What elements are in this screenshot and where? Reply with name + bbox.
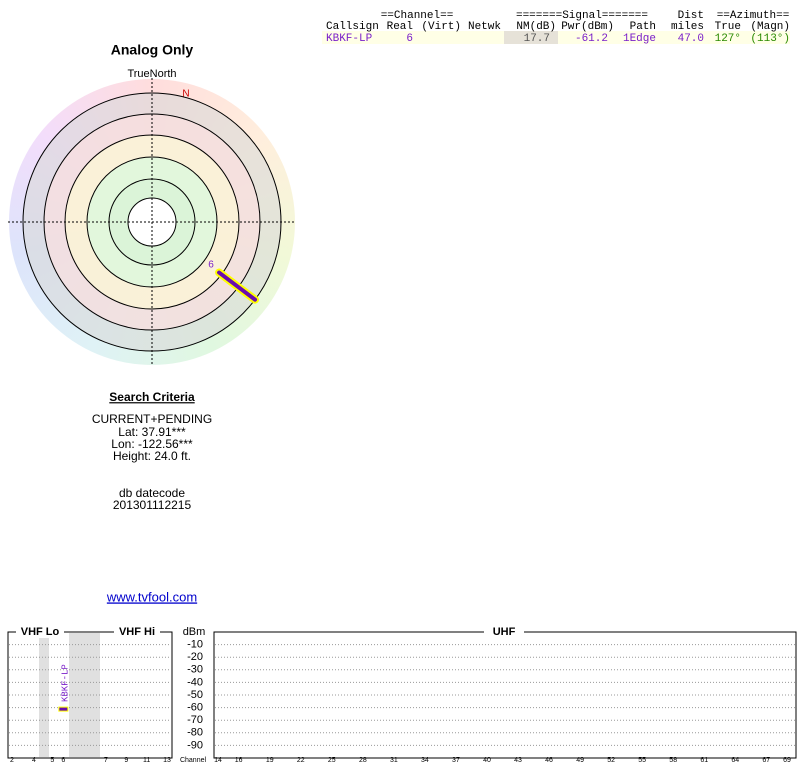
column-header: Netwk (468, 21, 501, 33)
nm-bg (504, 31, 558, 44)
y-tick-label: -90 (187, 739, 203, 751)
search-line: CURRENT+PENDING (92, 412, 212, 426)
y-tick-label: -10 (187, 639, 203, 651)
y-tick-label: -50 (187, 689, 203, 701)
search-line: Lon: -122.56*** (111, 437, 193, 451)
north: N (182, 89, 189, 100)
x-tick-label: 6 (61, 757, 65, 764)
column-header: Real (387, 21, 413, 33)
group-header: ==Azimuth== (717, 10, 790, 22)
channel-label: Channel (180, 757, 207, 764)
column-header: NM(dB) (516, 21, 556, 33)
x-tick-label: 43 (514, 757, 522, 764)
band-label: VHF Hi (119, 626, 155, 638)
signal-label: KBKF-LP (61, 664, 71, 702)
x-tick-label: 28 (359, 757, 367, 764)
cell: 47.0 (678, 33, 704, 45)
x-tick-label: 40 (483, 757, 491, 764)
cell: KBKF-LP (326, 33, 373, 45)
x-tick-label: 22 (297, 757, 305, 764)
y-tick-label: -60 (187, 702, 203, 714)
x-tick-label: 61 (700, 757, 708, 764)
cell: -61.2 (575, 33, 608, 45)
x-tick-label: 58 (669, 757, 677, 764)
shade (39, 633, 49, 757)
label-bg (16, 626, 64, 638)
column-header: Path (630, 21, 656, 33)
x-tick-label: 64 (731, 757, 739, 764)
x-tick-label: 4 (32, 757, 36, 764)
site-link[interactable]: www.tvfool.com (106, 589, 197, 604)
x-tick-label: 49 (576, 757, 584, 764)
x-tick-label: 46 (545, 757, 553, 764)
datecode-label: db datecode (119, 486, 185, 500)
radar-title: Analog Only (111, 42, 194, 58)
group-header: Dist (678, 10, 704, 22)
group-header: =======Signal======= (516, 10, 648, 22)
x-tick-label: 69 (783, 757, 791, 764)
uhf-box (213, 631, 797, 759)
y-tick-label: -70 (187, 714, 203, 726)
label-bg (484, 626, 524, 638)
y-tick-label: -80 (187, 727, 203, 739)
x-tick-label: 9 (124, 757, 128, 764)
y-tick-label: -20 (187, 651, 203, 663)
group-header: ==Channel== (381, 10, 454, 22)
column-header: (Magn) (750, 21, 790, 33)
x-tick-label: 25 (328, 757, 336, 764)
column-header: Callsign (326, 21, 379, 33)
x-tick-label: 11 (143, 757, 150, 764)
cell: 127° (715, 33, 741, 45)
x-tick-label: 31 (390, 757, 398, 764)
x-tick-label: 67 (762, 757, 770, 764)
label-bg (114, 626, 160, 638)
column-header: True (715, 21, 741, 33)
x-tick-label: 16 (235, 757, 243, 764)
x-tick-label: 7 (104, 757, 108, 764)
x-tick-label: 14 (214, 757, 222, 764)
x-tick-label: 37 (452, 757, 460, 764)
station-label: 6 (208, 260, 214, 271)
axis-label: dBm (183, 626, 206, 638)
y-tick-label: -30 (187, 664, 203, 676)
x-tick-label: 55 (638, 757, 646, 764)
x-tick-label: 5 (50, 757, 54, 764)
vhf-box (7, 631, 173, 759)
cell: 17.7 (524, 33, 550, 45)
x-tick-label: 2 (10, 757, 14, 764)
column-header: miles (671, 21, 704, 33)
station-line (217, 270, 258, 302)
column-header: Pwr(dBm) (561, 21, 614, 33)
signal-marker (59, 707, 68, 711)
cell: 1Edge (623, 33, 656, 45)
cell: (113°) (750, 33, 790, 45)
reference: TrueNorth (127, 68, 176, 80)
x-tick-label: 34 (421, 757, 429, 764)
cell: 6 (406, 33, 413, 45)
x-tick-label: 52 (607, 757, 615, 764)
x-tick-label: 13 (163, 757, 171, 764)
search-line: Lat: 37.91*** (118, 425, 186, 439)
datecode: 201301112215 (113, 498, 192, 512)
search-line: Height: 24.0 ft. (113, 449, 191, 463)
y-tick-label: -40 (187, 676, 203, 688)
band-label: UHF (493, 626, 516, 638)
band-label: VHF Lo (21, 626, 60, 638)
search-title: Search Criteria (109, 390, 195, 404)
x-tick-label: 19 (266, 757, 274, 764)
column-header: (Virt) (421, 21, 461, 33)
